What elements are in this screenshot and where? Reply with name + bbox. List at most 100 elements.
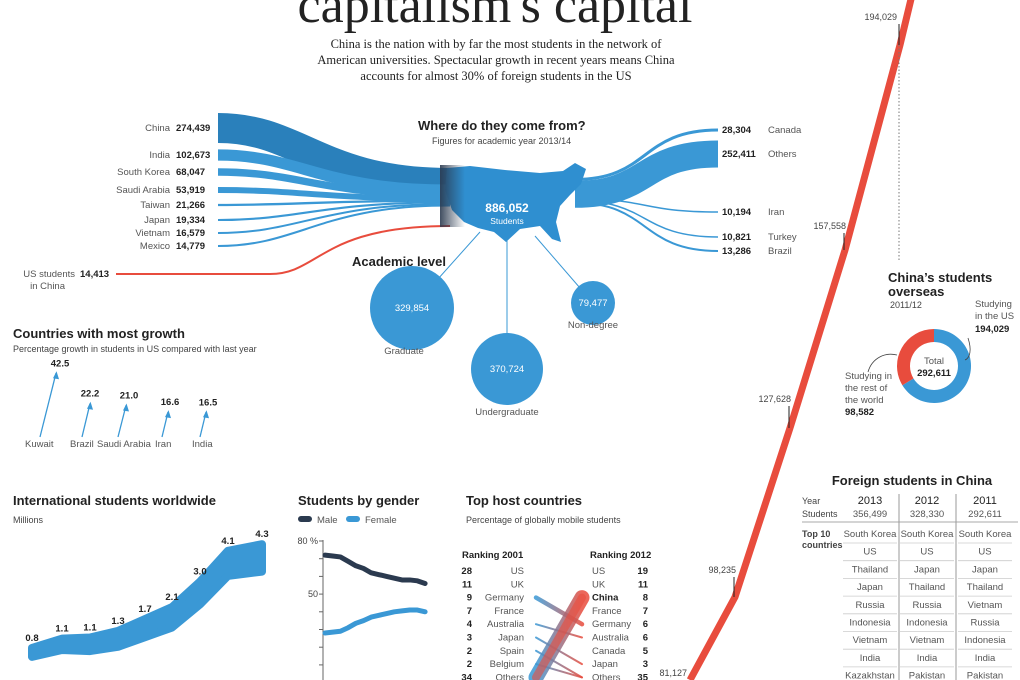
sankey-band-taiwan (217, 199, 451, 207)
table-country-cell: India (975, 653, 996, 664)
sankey-source-value: 21,266 (176, 200, 205, 211)
china-table-title: Foreign students in China (832, 473, 993, 488)
host-2012-value: 35 (637, 672, 648, 680)
worldwide-title: International students worldwide (13, 493, 216, 508)
sankey-dest-value: 10,194 (722, 207, 752, 218)
host-2012-country: Japan (592, 659, 618, 670)
host-2001-value: 2 (467, 646, 472, 657)
table-country-cell: Japan (914, 564, 940, 575)
host-2012-value: 19 (637, 566, 648, 577)
arrow-head-icon (123, 403, 129, 412)
sankey-dest-name: Others (768, 149, 797, 160)
worldwide-value-label: 1.3 (111, 616, 124, 627)
growth-country: Kuwait (25, 439, 54, 450)
host-2001-value: 3 (467, 633, 472, 644)
academic-circle-graduate (370, 266, 454, 350)
table-country-cell: Russia (855, 600, 885, 611)
donut-total-label: Total (924, 356, 944, 367)
sankey-dest-name: Turkey (768, 232, 797, 243)
ranking-2001-header: Ranking 2001 (462, 550, 524, 561)
host-2001-country: Germany (485, 593, 524, 604)
sankey-source-name: Japan (144, 215, 170, 226)
host-2001-value: 4 (467, 619, 473, 630)
gender-title: Students by gender (298, 493, 419, 508)
host-subtitle: Percentage of globally mobile students (466, 515, 621, 525)
host-2012-value: 6 (643, 633, 648, 644)
host-title: Top host countries (466, 493, 582, 508)
table-country-cell: Vietnam (853, 635, 888, 646)
table-country-cell: South Korea (844, 529, 898, 540)
host-2001-value: 2 (467, 659, 472, 670)
table-country-cell: US (863, 547, 876, 558)
academic-circle-undergraduate (471, 333, 543, 405)
sankey-dest-name: Brazil (768, 246, 792, 257)
table-country-cell: Thailand (909, 582, 945, 593)
gender-tick-label: 50 (308, 589, 318, 599)
sankey-dest-value: 28,304 (722, 125, 752, 136)
host-2001-country: Others (495, 672, 524, 680)
subtitle-line: accounts for almost 30% of foreign stude… (360, 69, 631, 83)
worldwide-unit: Millions (13, 515, 44, 525)
sankey-source-name: Vietnam (135, 228, 170, 239)
overseas-value-label: 127,628 (758, 394, 791, 404)
sankey-band-japan (217, 201, 451, 222)
callout-line (964, 337, 971, 361)
growth-subtitle: Percentage growth in students in US comp… (13, 344, 257, 354)
table-year-label: Year (802, 496, 820, 506)
sankey-band-iran (574, 198, 719, 213)
host-2012-value: 8 (643, 593, 648, 604)
table-year: 2012 (915, 495, 939, 507)
sankey-subtitle: Figures for academic year 2013/14 (432, 136, 571, 146)
table-country-cell: Russia (912, 600, 942, 611)
table-top10-label: Top 10 (802, 529, 830, 539)
sankey-band-vietnam (217, 202, 451, 234)
host-2001-country: Australia (487, 619, 525, 630)
donut-rest-label: the rest of (845, 383, 888, 394)
donut-rest-value: 98,582 (845, 407, 874, 418)
donut-us-value: 194,029 (975, 324, 1009, 335)
table-country-cell: Vietnam (968, 600, 1003, 611)
host-2012-value: 3 (643, 659, 648, 670)
host-2001-country: Belgium (490, 659, 524, 670)
host-2001-value: 7 (467, 606, 472, 617)
worldwide-value-label: 3.0 (193, 567, 206, 578)
host-2012-country: China (592, 593, 619, 604)
donut-period: 2011/12 (890, 300, 922, 310)
sankey-dest-value: 252,411 (722, 149, 757, 160)
growth-arrow (81, 403, 91, 438)
worldwide-value-label: 4.1 (221, 536, 235, 547)
sankey-source-value: 102,673 (176, 150, 210, 161)
page-title: capitalism's capital (298, 0, 693, 34)
host-2012-value: 7 (643, 606, 648, 617)
overseas-value-label: 157,558 (813, 221, 846, 231)
sankey-source-value: 53,919 (176, 185, 205, 196)
host-2001-country: Japan (498, 633, 524, 644)
host-flow-band-china (532, 593, 586, 680)
donut-slice-us (902, 329, 971, 403)
sankey-source-name: China (145, 123, 171, 134)
sankey-source-value: 16,579 (176, 228, 205, 239)
legend-female-swatch (346, 516, 360, 522)
china-overseas-trend-line (686, 0, 915, 680)
table-country-cell: Japan (857, 582, 883, 593)
growth-country: Saudi Arabia (97, 439, 152, 450)
overseas-value-label: 98,235 (708, 565, 736, 575)
table-country-cell: Indonesia (906, 618, 948, 629)
legend-male-swatch (298, 516, 312, 522)
us-map-shape (445, 163, 586, 242)
donut-us-label: Studying (975, 299, 1012, 310)
table-students-label: Students (802, 509, 838, 519)
table-country-cell: India (860, 653, 881, 664)
legend-female-label: Female (365, 515, 397, 526)
table-country-cell: Russia (970, 618, 1000, 629)
sankey-band-canada (574, 128, 719, 181)
academic-label: Non-degree (568, 320, 618, 331)
us-students-label: US students (23, 269, 75, 280)
table-students: 356,499 (853, 509, 887, 520)
table-country-cell: Indonesia (964, 635, 1006, 646)
sankey-band-others (574, 140, 719, 208)
growth-value: 22.2 (81, 389, 100, 400)
sankey-band-south-korea (217, 168, 451, 199)
academic-label: Undergraduate (475, 407, 538, 418)
donut-total-value: 292,611 (917, 368, 952, 379)
